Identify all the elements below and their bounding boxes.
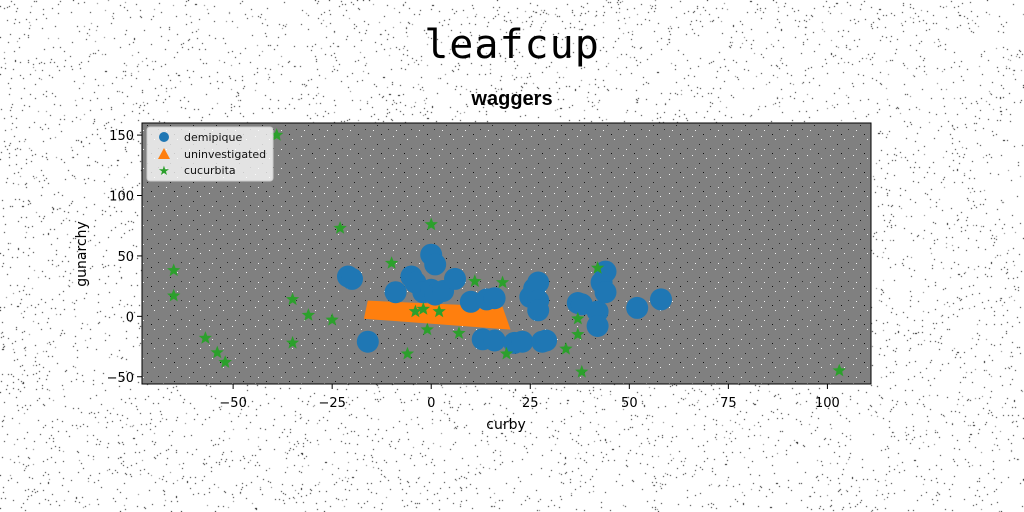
- x-axis: −50 −25 0 25 50 75 100: [219, 384, 840, 411]
- cucurbita-point: [424, 217, 438, 231]
- x-axis-label: curby: [486, 417, 526, 433]
- x-tick-label: 100: [815, 396, 840, 411]
- demipique-point: [444, 267, 466, 290]
- demipique-point: [626, 296, 649, 319]
- cucurbita-point: [167, 263, 181, 277]
- cucurbita-point: [499, 346, 514, 360]
- x-tick-label: −50: [219, 396, 246, 411]
- cucurbita-point: [559, 342, 573, 355]
- cucurbita-point: [571, 311, 585, 325]
- cucurbita-point: [408, 304, 422, 318]
- y-tick-label: 100: [109, 190, 134, 205]
- legend-marker-cucurbita: ★: [158, 164, 170, 179]
- cucurbita-point: [198, 331, 212, 344]
- cucurbita-point: [167, 288, 181, 302]
- cucurbita-point: [495, 275, 510, 289]
- cucurbita-point: [218, 355, 232, 368]
- x-tick-label: 0: [427, 396, 435, 411]
- y-tick-label: 0: [126, 310, 134, 325]
- legend-marker-uninvestigated: [158, 148, 170, 159]
- cucurbita-point: [591, 261, 605, 274]
- demipique-point: [650, 288, 672, 311]
- y-axis: −50 0 50 100 150: [107, 129, 142, 386]
- data-marks: [167, 128, 846, 378]
- cucurbita-point: [575, 364, 589, 378]
- demipique-point: [341, 267, 363, 290]
- cucurbita-point: [420, 322, 434, 336]
- demipique-point: [527, 271, 550, 294]
- legend-label-demipique: demipique: [184, 131, 243, 144]
- cucurbita-point: [571, 327, 585, 341]
- cucurbita-point: [270, 128, 284, 141]
- cucurbita-point: [210, 345, 224, 359]
- x-tick-label: 50: [621, 396, 638, 411]
- legend-box: [146, 126, 274, 182]
- plot-frame: [141, 122, 872, 385]
- cucurbita-point: [452, 326, 466, 339]
- demipique-point: [483, 329, 506, 352]
- x-tick-label: 25: [522, 396, 539, 411]
- demipique-point: [511, 330, 534, 353]
- cucurbita-point: [384, 256, 399, 269]
- demipique-point: [384, 281, 407, 304]
- cucurbita-point: [301, 308, 316, 321]
- legend-marker-demipique: [159, 132, 169, 142]
- demipique-point: [356, 330, 379, 353]
- y-tick-label: 50: [117, 250, 134, 265]
- y-tick-label: −50: [107, 371, 134, 386]
- cucurbita-point: [468, 274, 482, 287]
- cucurbita-point: [285, 292, 300, 306]
- figure-title: leafcup: [424, 22, 600, 68]
- legend-label-cucurbita: cucurbita: [184, 164, 236, 177]
- cucurbita-point: [832, 363, 846, 377]
- legend-label-uninvestigated: uninvestigated: [184, 148, 266, 161]
- demipique-point: [424, 253, 447, 276]
- cucurbita-point: [333, 221, 347, 234]
- cucurbita-point: [400, 346, 415, 360]
- legend: demipique uninvestigated ★ cucurbita: [146, 126, 274, 182]
- cucurbita-point: [416, 302, 430, 315]
- cucurbita-point: [432, 304, 446, 318]
- demipique-point: [535, 329, 558, 352]
- demipique-point: [527, 299, 550, 322]
- demipique-point: [483, 287, 506, 310]
- y-tick-label: 150: [109, 129, 134, 144]
- x-tick-label: 75: [720, 396, 737, 411]
- cucurbita-point: [285, 335, 300, 349]
- demipique-point: [586, 315, 609, 337]
- chart-title: waggers: [471, 88, 553, 110]
- cucurbita-point: [325, 313, 339, 326]
- demipique-point: [594, 281, 617, 304]
- y-axis-label: gunarchy: [74, 221, 90, 287]
- x-tick-label: −25: [318, 396, 345, 411]
